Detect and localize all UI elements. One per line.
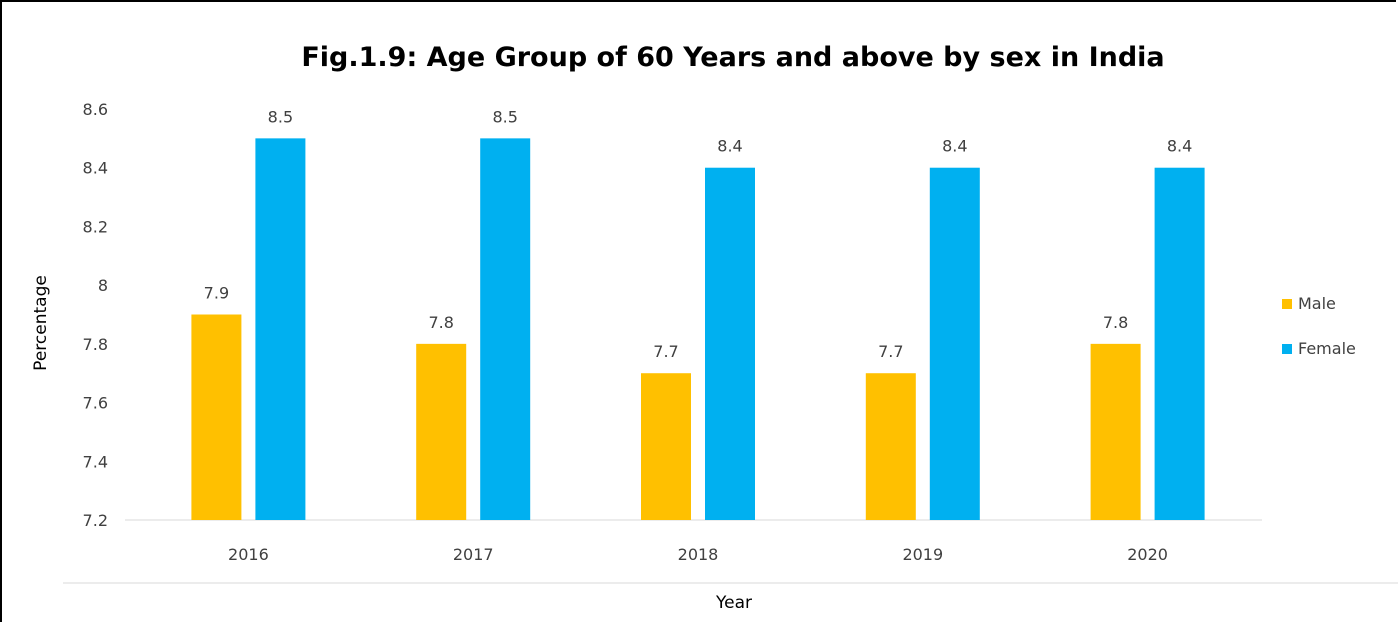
legend-label-female: Female [1298, 339, 1356, 358]
y-tick-label: 8 [98, 276, 108, 295]
data-label-male-2018: 7.7 [653, 342, 678, 361]
data-label-male-2019: 7.7 [878, 342, 903, 361]
data-label-male-2016: 7.9 [204, 284, 229, 303]
legend: Male Female [1282, 294, 1356, 358]
legend-swatch-female [1282, 344, 1292, 354]
y-axis-title: Percentage [31, 275, 51, 371]
bar-female-2018 [705, 167, 755, 520]
x-tick-label: 2018 [678, 545, 719, 564]
data-label-female-2020: 8.4 [1167, 137, 1192, 156]
bars [191, 138, 1205, 520]
bar-female-2017 [480, 138, 531, 520]
bar-female-2019 [929, 167, 980, 520]
y-axis-ticks: 7.2 7.4 7.6 7.8 8 8.2 8.4 8.6 [83, 100, 108, 530]
legend-swatch-male [1282, 299, 1292, 309]
bar-male-2020 [1090, 343, 1141, 520]
x-tick-label: 2019 [902, 545, 943, 564]
data-label-female-2017: 8.5 [492, 107, 517, 126]
y-tick-label: 8.4 [83, 159, 108, 178]
y-tick-label: 7.4 [83, 452, 108, 471]
x-tick-label: 2017 [453, 545, 494, 564]
bar-male-2016 [191, 314, 242, 520]
data-label-female-2019: 8.4 [942, 137, 967, 156]
data-labels: 7.9 8.5 7.8 8.5 7.7 8.4 7.7 8.4 7.8 8.4 [204, 107, 1193, 361]
y-tick-label: 7.6 [83, 394, 108, 413]
bar-female-2020 [1154, 167, 1205, 520]
y-tick-label: 8.6 [83, 100, 108, 119]
data-label-male-2017: 7.8 [428, 313, 453, 332]
data-label-female-2018: 8.4 [717, 137, 742, 156]
bar-male-2018 [641, 373, 691, 520]
y-tick-label: 7.2 [83, 511, 108, 530]
chart-title: Fig.1.9: Age Group of 60 Years and above… [301, 42, 1164, 73]
x-tick-label: 2016 [228, 545, 269, 564]
legend-label-male: Male [1298, 294, 1336, 313]
bar-female-2016 [255, 138, 306, 520]
data-label-female-2016: 8.5 [268, 107, 293, 126]
y-tick-label: 7.8 [83, 335, 108, 354]
x-axis-ticks: 2016 2017 2018 2019 2020 [228, 545, 1168, 564]
bar-male-2019 [865, 373, 916, 520]
data-label-male-2020: 7.8 [1103, 313, 1128, 332]
x-tick-label: 2020 [1127, 545, 1168, 564]
y-tick-label: 8.2 [83, 217, 108, 236]
bar-male-2017 [416, 343, 467, 520]
x-axis-title: Year [715, 593, 752, 613]
